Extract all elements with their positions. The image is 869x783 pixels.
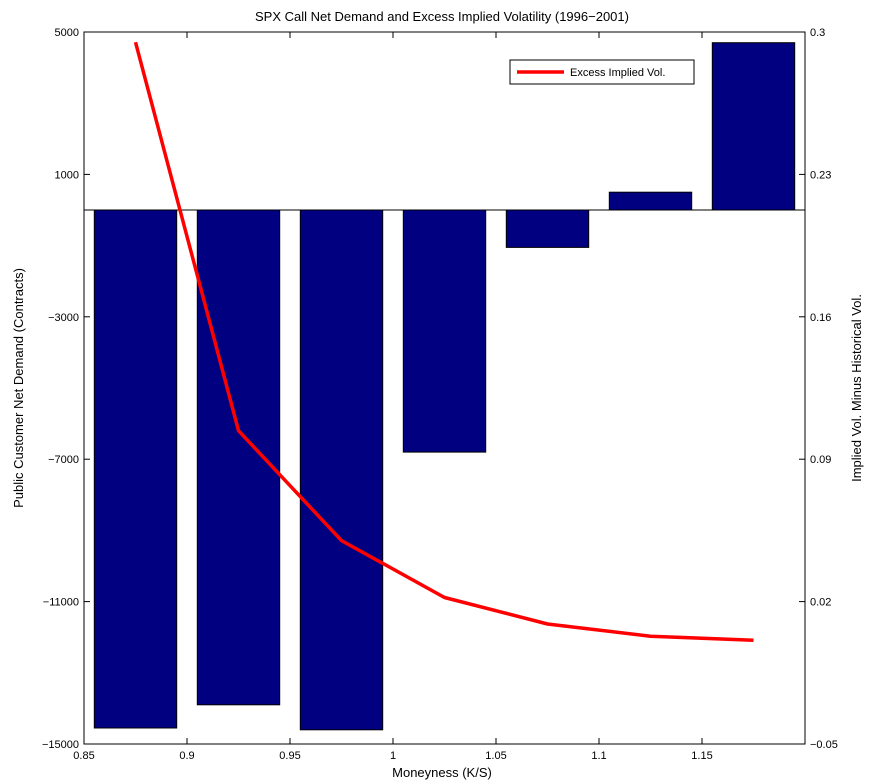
y-right-tick-label-2: 0.16 bbox=[810, 312, 831, 324]
y-right-tick-label-5: −0.05 bbox=[810, 739, 838, 751]
chart-title: SPX Call Net Demand and Excess Implied V… bbox=[255, 9, 629, 24]
line-series-group bbox=[133, 41, 754, 643]
x-tick-label-5: 1.1 bbox=[591, 750, 606, 762]
x-tick-label-0: 0.85 bbox=[73, 750, 94, 762]
x-tick-label-1: 0.9 bbox=[179, 750, 194, 762]
y-left-tick-label-5: −15000 bbox=[42, 739, 79, 751]
y-left-tick-label-2: −3000 bbox=[48, 312, 79, 324]
plot-frame bbox=[83, 31, 806, 745]
bar-1 bbox=[196, 209, 281, 706]
series-line-0 bbox=[133, 41, 754, 643]
y-left-tick-label-1: 1000 bbox=[55, 169, 79, 181]
bar-2 bbox=[299, 209, 384, 731]
y-left-tick-label-3: −7000 bbox=[48, 454, 79, 466]
x-tick-label-6: 1.15 bbox=[691, 750, 712, 762]
bar-0 bbox=[93, 209, 178, 729]
y-right-tick-label-3: 0.09 bbox=[810, 454, 831, 466]
bar-3 bbox=[402, 209, 487, 453]
y-right-tick-label-0: 0.3 bbox=[810, 27, 825, 39]
y-axis-right: 0.3 0.23 0.16 0.09 0.02 −0.05 bbox=[799, 27, 838, 751]
legend: Excess Implied Vol. bbox=[509, 59, 695, 85]
x-axis: 0.85 0.9 0.95 1 1.05 1.1 1.15 bbox=[73, 32, 713, 762]
x-tick-label-4: 1.05 bbox=[485, 750, 506, 762]
x-tick-label-2: 0.95 bbox=[279, 750, 300, 762]
legend-label: Excess Implied Vol. bbox=[570, 67, 665, 79]
y-axis-left-label: Public Customer Net Demand (Contracts) bbox=[11, 268, 26, 508]
x-axis-label: Moneyness (K/S) bbox=[392, 765, 492, 780]
y-axis-right-label: Implied Vol. Minus Historical Vol. bbox=[849, 294, 864, 482]
y-left-tick-label-0: 5000 bbox=[55, 27, 79, 39]
bar-6 bbox=[711, 42, 796, 211]
y-axis-left: 5000 1000 −3000 −7000 −11000 −15000 bbox=[42, 27, 90, 751]
bar-4 bbox=[505, 209, 590, 248]
y-left-tick-label-4: −11000 bbox=[43, 597, 79, 609]
y-right-tick-label-1: 0.23 bbox=[810, 169, 831, 181]
bars-group bbox=[93, 42, 796, 731]
y-right-tick-label-4: 0.02 bbox=[810, 597, 831, 609]
x-tick-label-3: 1 bbox=[390, 750, 396, 762]
bar-5 bbox=[608, 191, 693, 211]
